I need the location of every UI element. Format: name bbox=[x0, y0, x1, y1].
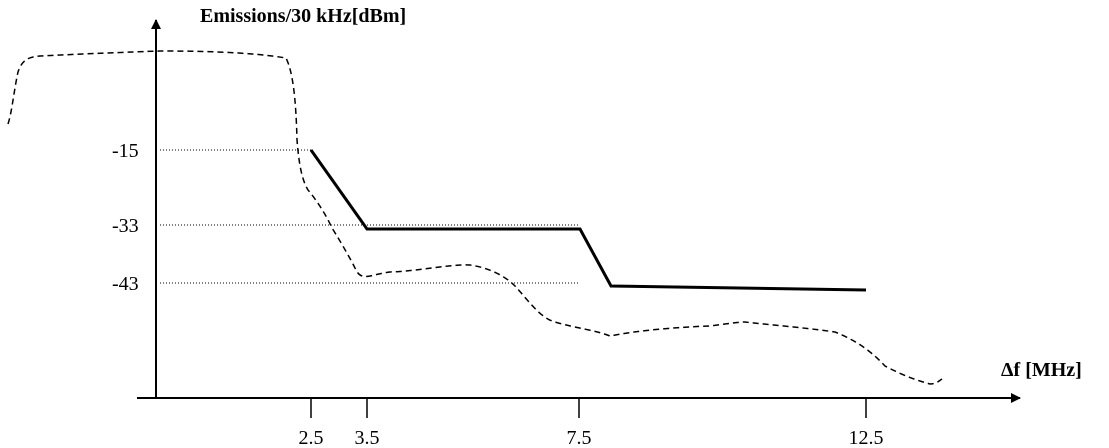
y-tick-label-minus33: -33 bbox=[112, 215, 139, 237]
y-tick-label-minus43: -43 bbox=[112, 273, 139, 295]
x-tick-label-3-5: 3.5 bbox=[355, 427, 380, 448]
x-axis-title: Δf [MHz] bbox=[1001, 359, 1082, 381]
y-axis-title: Emissions/30 kHz[dBm] bbox=[200, 5, 406, 27]
x-tick-label-2-5: 2.5 bbox=[299, 427, 324, 448]
y-tick-label-minus15: -15 bbox=[112, 140, 139, 162]
x-tick-label-12-5: 12.5 bbox=[849, 427, 884, 448]
emission-mask-line bbox=[309, 149, 867, 292]
emission-spectrum-curve bbox=[7, 50, 943, 385]
x-tick-label-7-5: 7.5 bbox=[567, 427, 592, 448]
